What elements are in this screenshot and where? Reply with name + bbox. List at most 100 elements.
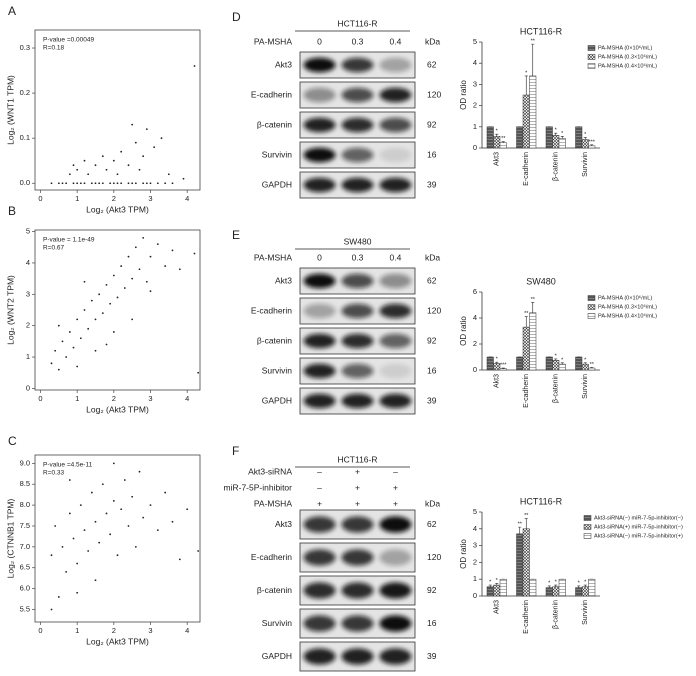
condition-value: 0: [317, 36, 322, 46]
point: [109, 533, 112, 536]
significance: *: [489, 580, 492, 586]
band: [341, 549, 374, 566]
legend-swatch: [587, 313, 596, 319]
bar: [516, 356, 524, 371]
error-bar: [560, 136, 564, 139]
significance: *: [584, 580, 587, 586]
point: [178, 558, 181, 561]
annotation: P-value =0.00049: [43, 37, 95, 44]
point: [72, 346, 75, 349]
point: [76, 365, 79, 368]
point: [156, 243, 159, 246]
protein-label: GAPDH: [262, 395, 292, 405]
x-tick-label: 3: [148, 194, 152, 203]
point: [164, 491, 167, 494]
point: [120, 508, 123, 511]
error-bar: [554, 358, 558, 361]
x-tick-label: β-catenin: [553, 374, 560, 403]
point: [171, 520, 174, 523]
y-axis-label: OD ratio: [459, 316, 468, 346]
plot-frame: [34, 229, 201, 391]
protein-label: GAPDH: [262, 179, 292, 189]
bar: [588, 578, 596, 597]
significance: **: [518, 522, 523, 528]
y-axis-label: OD ratio: [459, 539, 468, 569]
error-bar: [583, 584, 587, 587]
band: [341, 393, 374, 409]
significance: **: [590, 362, 595, 368]
bar: [575, 126, 583, 149]
band: [379, 648, 412, 665]
bar: [581, 139, 589, 149]
point: [116, 554, 119, 557]
legend-label: Akt3-siRNA(−) miR-7-5p-inhibitor(−): [594, 515, 683, 521]
y-axis-label: Log₂ (WNT1 TPM): [5, 75, 15, 145]
point: [87, 327, 90, 330]
point: [101, 182, 104, 185]
y-axis-label: Log₂ (WNT2 TPM): [5, 275, 15, 345]
y-tick-label: 3: [26, 289, 30, 298]
band: [379, 582, 412, 599]
point: [164, 182, 167, 185]
bar: [493, 584, 501, 597]
x-tick-label: 3: [148, 394, 152, 403]
error-bar: [524, 518, 528, 529]
point: [112, 500, 115, 502]
x-tick-label: Survivin: [582, 374, 589, 399]
point: [160, 137, 163, 140]
point: [76, 591, 79, 594]
error-bar: [495, 583, 499, 586]
y-tick-label: 6.0: [20, 584, 30, 593]
significance: *: [525, 70, 528, 76]
band: [341, 147, 374, 163]
point: [65, 182, 68, 185]
legend-swatch: [587, 295, 596, 301]
point: [171, 182, 174, 185]
legend-label: PA-MSHA (0.3×10⁶/mL): [598, 53, 657, 60]
point: [134, 246, 137, 249]
band: [379, 273, 412, 289]
bar: [499, 368, 507, 371]
y-axis-label: OD ratio: [459, 80, 468, 110]
point: [83, 182, 86, 185]
point: [76, 562, 79, 565]
point: [98, 541, 101, 544]
y-tick-label: 4: [473, 58, 477, 67]
y-tick-label: 4: [473, 313, 477, 322]
point: [109, 182, 112, 185]
point: [72, 537, 75, 540]
error-bar: [495, 133, 499, 137]
point: [145, 128, 148, 131]
y-tick-label: 7.5: [20, 521, 30, 530]
y-tick-label: 6: [473, 287, 477, 296]
error-bar: [524, 75, 528, 95]
point: [76, 318, 79, 321]
point: [57, 182, 60, 185]
band: [303, 363, 336, 379]
error-bar: [590, 367, 594, 369]
point: [131, 495, 134, 498]
condition-label: PA-MSHA: [254, 36, 292, 46]
bar: [522, 528, 530, 597]
point: [57, 596, 60, 598]
significance: *: [496, 578, 499, 584]
band: [303, 177, 336, 193]
significance: *: [555, 353, 558, 359]
point: [72, 164, 75, 167]
panel-label: F: [232, 444, 239, 458]
bar: [493, 363, 501, 371]
error-bar: [501, 367, 505, 369]
point: [127, 525, 130, 527]
point: [120, 150, 123, 153]
y-tick-label: 2: [473, 101, 477, 110]
kda-header: kDa: [425, 498, 440, 508]
error-bar: [547, 585, 551, 588]
point: [90, 299, 93, 302]
condition-value: +: [355, 482, 360, 492]
error-bar: [583, 137, 587, 140]
error-bar: [495, 361, 499, 364]
kda-value: 16: [427, 149, 437, 159]
y-tick-label: 0.1: [20, 133, 30, 142]
y-tick-label: 7.0: [20, 542, 30, 551]
y-tick-label: 5: [473, 507, 477, 516]
